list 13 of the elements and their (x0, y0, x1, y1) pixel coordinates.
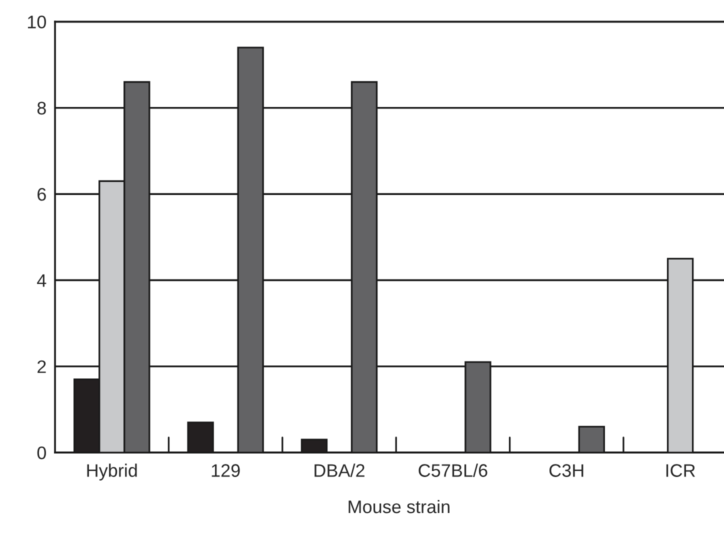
y-tick-label: 4 (37, 274, 46, 287)
y-tick-label: 0 (37, 446, 46, 460)
y-tick-label: 10 (28, 16, 46, 28)
x-tick-label: ICR (666, 464, 696, 477)
y-tick-label: 2 (38, 360, 46, 373)
y-tick-label: 8 (37, 102, 46, 115)
x-tick-label: Hybrid (87, 464, 137, 481)
y-tick-label: 6 (38, 188, 46, 201)
x-tick-label: C57BL/6 (418, 464, 488, 477)
x-tick-label: DBA/2 (314, 464, 364, 477)
x-tick-label: 129 (212, 464, 240, 477)
x-axis-title: Mouse strain (348, 500, 450, 514)
x-tick-label: C3H (549, 464, 584, 477)
